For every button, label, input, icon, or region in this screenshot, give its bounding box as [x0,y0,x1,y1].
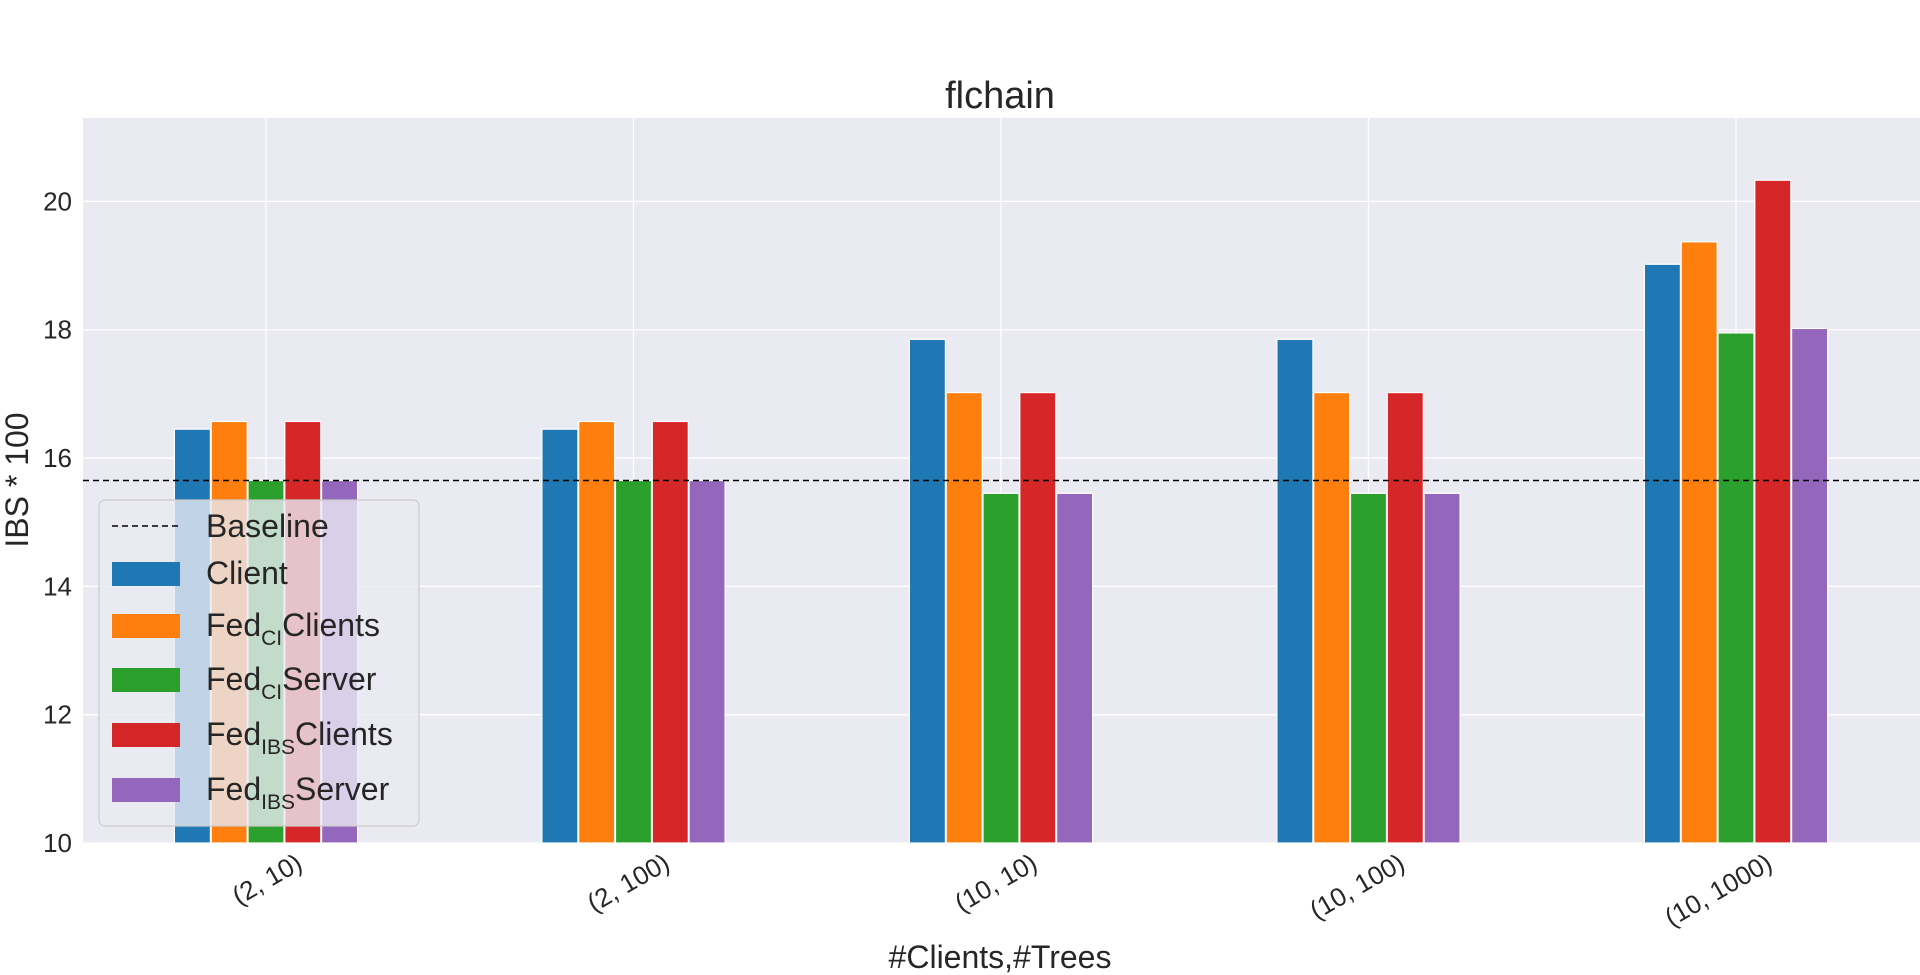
legend-swatch [112,614,180,638]
x-tick-labels: (2, 10) (2, 100) (10, 10) (10, 100) (10, 100… [227,847,1777,932]
x-tick-label: (10, 1000) [1659,847,1777,932]
x-tick-label: (10, 100) [1304,847,1409,925]
legend-label: FedIBSServer [206,771,390,814]
bar [1386,392,1424,844]
x-tick-label: (2, 10) [227,847,307,911]
y-tick-label: 20 [43,186,72,216]
bar [1313,392,1351,844]
y-tick-label: 16 [43,443,72,473]
bar [1717,332,1755,844]
bar [982,492,1020,844]
y-tick-label: 12 [43,700,72,730]
legend: Baseline Client FedCIClients FedCIServer Fed… [98,499,420,827]
x-tick-label: (2, 100) [582,847,675,918]
bar [688,479,726,844]
y-axis-title: IBS * 100 [0,412,35,547]
bar [1423,492,1461,844]
legend-label: FedCIServer [206,661,377,704]
legend-swatch [112,562,180,586]
legend-label: Baseline [206,508,329,544]
bar [541,428,579,844]
bar [1019,392,1057,844]
bar [1754,179,1792,844]
y-tick-label: 10 [43,828,72,858]
bar [1680,241,1718,844]
legend-label: FedCIClients [206,607,380,650]
x-tick-label: (10, 10) [949,847,1042,918]
legend-swatch [112,668,180,692]
bar [1349,492,1388,844]
chart-title: flchain [945,75,1055,117]
bar [945,392,983,844]
y-tick-label: 18 [43,315,72,345]
bar [578,420,616,844]
legend-swatch [112,778,180,802]
y-tick-label: 14 [43,571,72,601]
x-axis-title: #Clients,#Trees [889,939,1112,975]
bar [1276,338,1314,844]
bar [1790,327,1829,844]
legend-label: Client [206,555,288,591]
bar [908,338,947,844]
legend-swatch [112,723,180,747]
bar [651,420,689,844]
bar [1055,492,1094,844]
legend-label: FedIBSClients [206,716,393,759]
y-tick-labels: 10 12 14 16 18 20 [43,186,72,858]
bar [1643,263,1682,844]
bar [614,479,653,844]
